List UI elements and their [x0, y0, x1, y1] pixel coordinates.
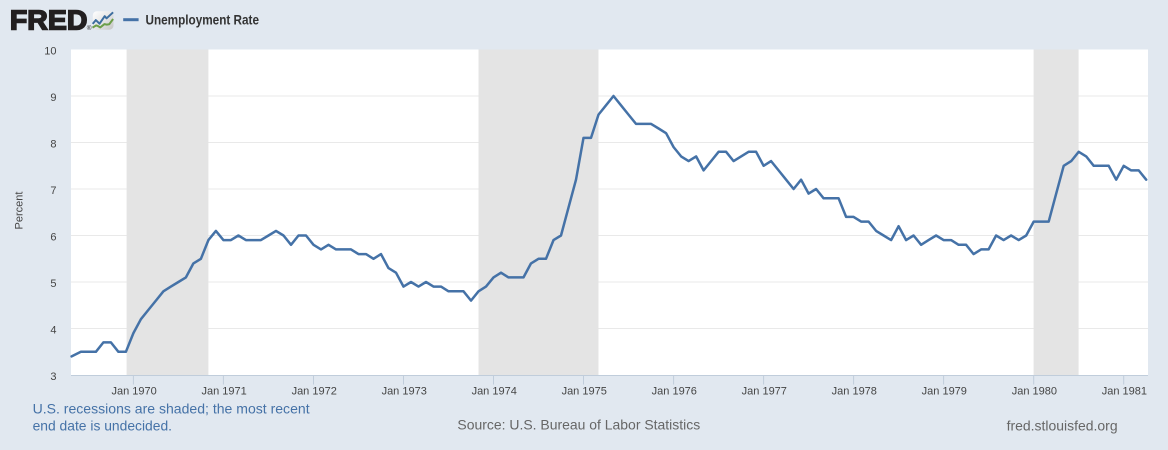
svg-text:U.S. recessions are shaded; th: U.S. recessions are shaded; the most rec…: [33, 400, 310, 416]
svg-text:Source: U.S. Bureau of Labor S: Source: U.S. Bureau of Labor Statistics: [457, 416, 700, 432]
svg-text:®: ®: [87, 24, 92, 32]
svg-text:Jan 1971: Jan 1971: [201, 386, 246, 398]
svg-text:5: 5: [50, 278, 56, 290]
svg-text:Jan 1975: Jan 1975: [562, 386, 607, 398]
svg-text:9: 9: [50, 92, 56, 104]
svg-text:7: 7: [50, 185, 56, 197]
svg-text:Jan 1974: Jan 1974: [472, 386, 517, 398]
svg-text:end date is undecided.: end date is undecided.: [33, 418, 172, 434]
svg-text:Jan 1970: Jan 1970: [111, 386, 156, 398]
svg-text:Jan 1972: Jan 1972: [292, 386, 337, 398]
svg-text:Jan 1977: Jan 1977: [742, 386, 787, 398]
svg-text:6: 6: [50, 232, 56, 244]
svg-text:Jan 1978: Jan 1978: [832, 386, 877, 398]
svg-text:4: 4: [50, 325, 56, 337]
svg-text:Percent: Percent: [13, 192, 25, 230]
svg-text:Jan 1979: Jan 1979: [922, 386, 967, 398]
svg-text:3: 3: [50, 371, 56, 383]
svg-text:FRED: FRED: [10, 5, 88, 36]
svg-text:10: 10: [44, 46, 56, 58]
svg-text:Unemployment Rate: Unemployment Rate: [146, 12, 260, 28]
svg-text:8: 8: [50, 139, 56, 151]
svg-text:fred.stlouisfed.org: fred.stlouisfed.org: [1007, 418, 1118, 434]
svg-text:Jan 1981: Jan 1981: [1102, 386, 1147, 398]
svg-text:Jan 1976: Jan 1976: [652, 386, 697, 398]
svg-text:Jan 1980: Jan 1980: [1012, 386, 1057, 398]
svg-text:Jan 1973: Jan 1973: [382, 386, 427, 398]
